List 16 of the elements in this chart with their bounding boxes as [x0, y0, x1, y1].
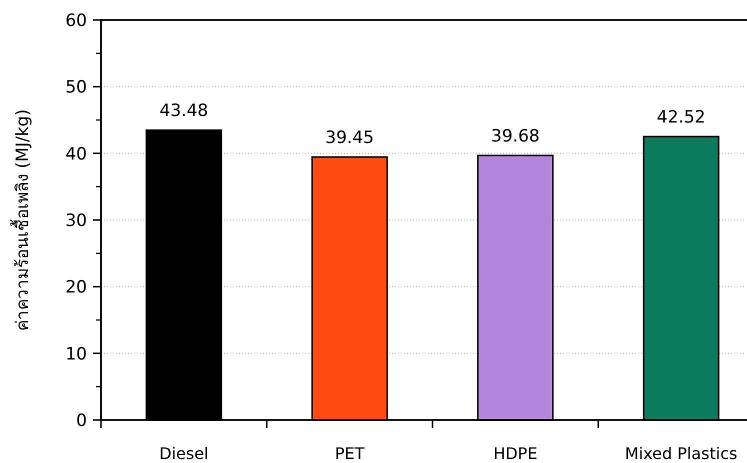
y-tick-label: 60: [65, 11, 87, 31]
y-tick-label: 50: [65, 78, 87, 98]
y-tick-label: 40: [65, 144, 87, 164]
x-tick-label: Diesel: [159, 444, 208, 463]
x-tick-label: HDPE: [493, 444, 538, 463]
y-tick-label: 10: [65, 344, 87, 364]
data-label: 39.45: [325, 128, 374, 148]
y-tick-label: 20: [65, 278, 87, 298]
data-label: 42.52: [656, 108, 706, 128]
x-tick-label: PET: [334, 444, 365, 463]
y-tick-label: 30: [65, 211, 87, 231]
data-label: 43.48: [160, 101, 208, 122]
y-axis-title: ค่าความร้อนเชื้อเพลิง (MJ/kg): [10, 109, 33, 331]
x-tick-label: Mixed Plastics: [624, 444, 738, 463]
data-label: 39.68: [491, 126, 540, 146]
y-tick-label: 0: [76, 411, 87, 431]
